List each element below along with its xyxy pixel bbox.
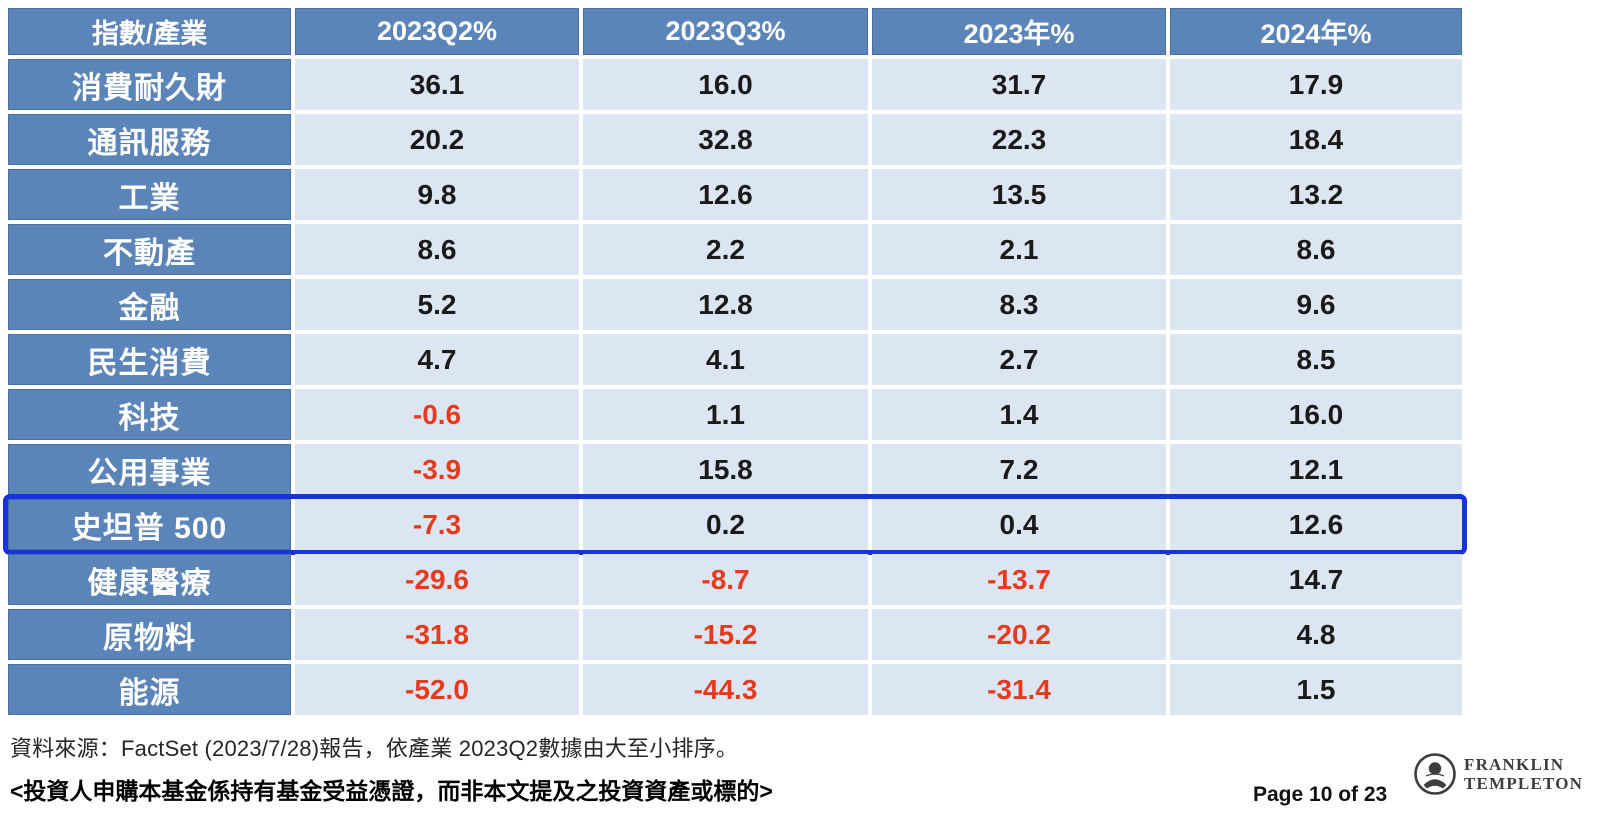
- row-label: 公用事業: [8, 444, 291, 495]
- value-cell: 12.6: [583, 169, 868, 220]
- value-cell: 31.7: [872, 59, 1166, 110]
- header-cell-index-industry: 指數/產業: [8, 8, 291, 55]
- franklin-templeton-logo: FRANKLIN TEMPLETON: [1413, 752, 1583, 796]
- row-label: 不動產: [8, 224, 291, 275]
- value-cell: -7.3: [295, 499, 579, 550]
- value-cell: 12.6: [1170, 499, 1462, 550]
- value-cell: -20.2: [872, 609, 1166, 660]
- table-row: 金融 5.2 12.8 8.3 9.6: [8, 279, 1462, 330]
- value-cell: 12.8: [583, 279, 868, 330]
- value-cell: -0.6: [295, 389, 579, 440]
- value-cell: -31.4: [872, 664, 1166, 715]
- row-label: 金融: [8, 279, 291, 330]
- table-row: 不動產 8.6 2.2 2.1 8.6: [8, 224, 1462, 275]
- value-cell: 8.6: [1170, 224, 1462, 275]
- value-cell: 32.8: [583, 114, 868, 165]
- logo-line-2: TEMPLETON: [1464, 774, 1584, 793]
- logo-line-1: FRANKLIN: [1464, 755, 1565, 774]
- page-number: Page 10 of 23: [1253, 783, 1388, 806]
- value-cell: 15.8: [583, 444, 868, 495]
- value-cell: -13.7: [872, 554, 1166, 605]
- row-label: 能源: [8, 664, 291, 715]
- value-cell: -29.6: [295, 554, 579, 605]
- row-label: 健康醫療: [8, 554, 291, 605]
- value-cell: 13.2: [1170, 169, 1462, 220]
- row-label: 工業: [8, 169, 291, 220]
- header-cell-2023q2: 2023Q2%: [295, 8, 579, 55]
- value-cell: 17.9: [1170, 59, 1462, 110]
- table-header-row: 指數/產業 2023Q2% 2023Q3% 2023年% 2024年%: [8, 8, 1462, 55]
- value-cell: 13.5: [872, 169, 1166, 220]
- table-row: 通訊服務 20.2 32.8 22.3 18.4: [8, 114, 1462, 165]
- table-row: 民生消費 4.7 4.1 2.7 8.5: [8, 334, 1462, 385]
- value-cell: 2.2: [583, 224, 868, 275]
- value-cell: 0.4: [872, 499, 1166, 550]
- table-row: 原物料 -31.8 -15.2 -20.2 4.8: [8, 609, 1462, 660]
- value-cell: -15.2: [583, 609, 868, 660]
- value-cell: 18.4: [1170, 114, 1462, 165]
- value-cell: 1.1: [583, 389, 868, 440]
- row-label: 科技: [8, 389, 291, 440]
- header-cell-2023q3: 2023Q3%: [583, 8, 868, 55]
- value-cell: -31.8: [295, 609, 579, 660]
- table-row: 能源 -52.0 -44.3 -31.4 1.5: [8, 664, 1462, 715]
- sector-returns-table: 指數/產業 2023Q2% 2023Q3% 2023年% 2024年% 消費耐久…: [3, 8, 1467, 715]
- row-label: 原物料: [8, 609, 291, 660]
- value-cell: -3.9: [295, 444, 579, 495]
- header-cell-2023yr: 2023年%: [872, 8, 1166, 55]
- value-cell: 20.2: [295, 114, 579, 165]
- row-label: 消費耐久財: [8, 59, 291, 110]
- value-cell: 36.1: [295, 59, 579, 110]
- table-row: 健康醫療 -29.6 -8.7 -13.7 14.7: [8, 554, 1462, 605]
- value-cell: 16.0: [1170, 389, 1462, 440]
- logo-wordmark: FRANKLIN TEMPLETON: [1464, 755, 1583, 793]
- value-cell: 7.2: [872, 444, 1166, 495]
- value-cell: 9.6: [1170, 279, 1462, 330]
- table-row-sp500-highlighted: 史坦普 500 -7.3 0.2 0.4 12.6: [3, 494, 1467, 555]
- value-cell: 8.5: [1170, 334, 1462, 385]
- value-cell: 12.1: [1170, 444, 1462, 495]
- header-cell-2024yr: 2024年%: [1170, 8, 1462, 55]
- value-cell: 5.2: [295, 279, 579, 330]
- value-cell: -44.3: [583, 664, 868, 715]
- value-cell: 16.0: [583, 59, 868, 110]
- value-cell: -52.0: [295, 664, 579, 715]
- value-cell: 8.6: [295, 224, 579, 275]
- table-row: 公用事業 -3.9 15.8 7.2 12.1: [8, 444, 1462, 495]
- value-cell: 9.8: [295, 169, 579, 220]
- row-label: 民生消費: [8, 334, 291, 385]
- value-cell: 4.1: [583, 334, 868, 385]
- value-cell: 2.1: [872, 224, 1166, 275]
- value-cell: 8.3: [872, 279, 1166, 330]
- table-row: 科技 -0.6 1.1 1.4 16.0: [8, 389, 1462, 440]
- value-cell: 4.8: [1170, 609, 1462, 660]
- source-note: 資料來源：FactSet (2023/7/28)報告，依產業 2023Q2數據由…: [10, 736, 739, 761]
- franklin-portrait-icon: [1414, 753, 1456, 795]
- value-cell: 1.4: [872, 389, 1166, 440]
- table-row: 消費耐久財 36.1 16.0 31.7 17.9: [8, 59, 1462, 110]
- value-cell: 1.5: [1170, 664, 1462, 715]
- row-label: 通訊服務: [8, 114, 291, 165]
- table-row: 工業 9.8 12.6 13.5 13.2: [8, 169, 1462, 220]
- value-cell: 4.7: [295, 334, 579, 385]
- disclaimer-text: <投資人申購本基金係持有基金受益憑證，而非本文提及之投資資產或標的>: [10, 778, 773, 804]
- value-cell: -8.7: [583, 554, 868, 605]
- value-cell: 22.3: [872, 114, 1166, 165]
- value-cell: 14.7: [1170, 554, 1462, 605]
- row-label: 史坦普 500: [8, 499, 291, 550]
- value-cell: 0.2: [583, 499, 868, 550]
- value-cell: 2.7: [872, 334, 1166, 385]
